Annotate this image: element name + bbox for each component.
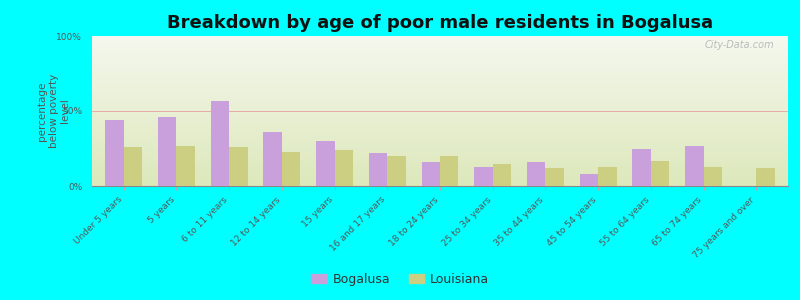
Bar bbox=[633, 148, 651, 186]
Y-axis label: percentage
below poverty
level: percentage below poverty level bbox=[37, 74, 70, 148]
Bar bbox=[651, 160, 670, 186]
Bar bbox=[282, 152, 300, 186]
Bar bbox=[369, 153, 387, 186]
Bar bbox=[685, 146, 704, 186]
Bar bbox=[387, 156, 406, 186]
Bar bbox=[546, 168, 564, 186]
Bar bbox=[756, 168, 775, 186]
Bar bbox=[422, 162, 440, 186]
Bar bbox=[580, 174, 598, 186]
Bar bbox=[316, 141, 334, 186]
Bar bbox=[124, 147, 142, 186]
Bar bbox=[176, 146, 195, 186]
Bar bbox=[334, 150, 353, 186]
Bar bbox=[263, 132, 282, 186]
Title: Breakdown by age of poor male residents in Bogalusa: Breakdown by age of poor male residents … bbox=[167, 14, 713, 32]
Bar bbox=[440, 156, 458, 186]
Bar bbox=[158, 117, 176, 186]
Bar bbox=[474, 167, 493, 186]
Bar bbox=[704, 167, 722, 186]
Bar bbox=[105, 120, 124, 186]
Legend: Bogalusa, Louisiana: Bogalusa, Louisiana bbox=[306, 268, 494, 291]
Bar bbox=[493, 164, 511, 186]
Bar bbox=[229, 147, 247, 186]
Bar bbox=[598, 167, 617, 186]
Bar bbox=[210, 100, 229, 186]
Text: City-Data.com: City-Data.com bbox=[705, 40, 774, 50]
Bar bbox=[527, 162, 546, 186]
